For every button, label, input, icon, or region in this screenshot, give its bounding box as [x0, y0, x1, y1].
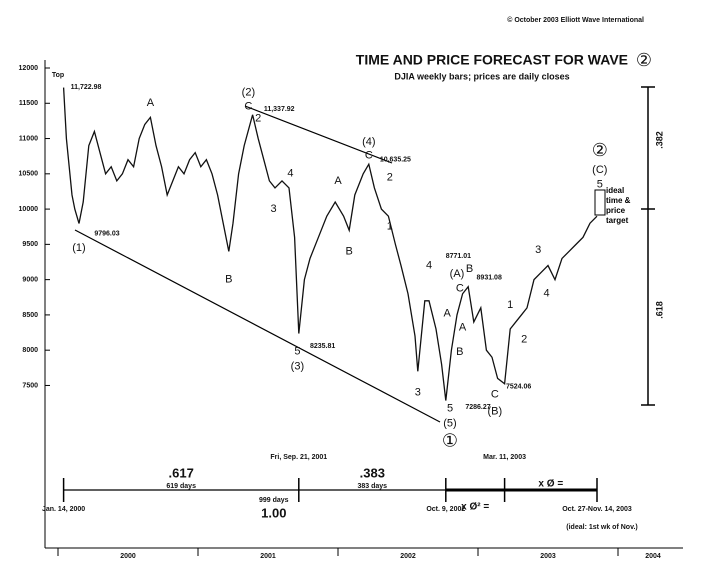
x-tick-label: 2003: [540, 553, 556, 560]
wave-label: 4: [287, 168, 293, 180]
wave-label: B: [456, 346, 463, 358]
wave-label: B: [225, 274, 232, 286]
wave-label: A: [334, 175, 342, 187]
wave-label: 2: [521, 334, 527, 346]
timeline-text: x Ø² =: [461, 502, 489, 513]
wave-label: (4): [362, 136, 375, 148]
wave-label: 4: [544, 288, 550, 300]
wave-label: 1: [387, 221, 393, 233]
timeline-text: 619 days: [166, 483, 196, 490]
target-note-box: ideal time & price target: [606, 186, 631, 225]
wave-label: 10,635.25: [380, 157, 411, 164]
wave-label: 7524.06: [506, 384, 531, 391]
wave-label: (3): [291, 360, 304, 372]
copyright: © October 2003 Elliott Wave Internationa…: [507, 16, 644, 24]
y-tick-label: 12000: [19, 65, 39, 72]
wave-label: 5: [294, 345, 300, 357]
timeline-text: 383 days: [358, 483, 388, 490]
chart-title: TIME AND PRICE FORECAST FOR WAVE: [356, 52, 628, 68]
x-tick-label: 2001: [260, 553, 276, 560]
wave-label: 8235.81: [310, 343, 335, 350]
wave-label: C: [456, 283, 464, 295]
subtitle: DJIA weekly bars; prices are daily close…: [394, 71, 569, 81]
timeline-text: 1.00: [261, 505, 286, 520]
wave-label: 8771.01: [446, 253, 471, 260]
fib-lower: .618: [654, 301, 664, 319]
x-tick-label: 2002: [400, 553, 416, 560]
wave-label: (1): [72, 242, 85, 254]
y-tick-label: 8000: [22, 347, 38, 354]
y-tick-label: 10500: [19, 171, 39, 178]
channel-line: [244, 105, 393, 164]
timeline-text: x Ø =: [538, 479, 563, 490]
wave-label: ①: [442, 431, 458, 451]
wave-label: 1: [507, 299, 513, 311]
y-tick-label: 9500: [22, 241, 38, 248]
wave-label: B: [466, 263, 473, 275]
wave-label: 11,722.98: [71, 84, 102, 91]
fib-upper: .382: [654, 131, 664, 149]
wave-label: 3: [415, 386, 421, 398]
wave-label: A: [147, 97, 155, 109]
wave-label: 4: [426, 259, 432, 271]
wave-label: 2: [255, 113, 261, 125]
wave-label: 11,337.92: [264, 106, 295, 113]
wave-label: 3: [271, 203, 277, 215]
price-line: [62, 87, 598, 401]
timeline-text: .617: [169, 465, 194, 480]
title-mark: ②: [636, 50, 652, 70]
wave-label: (2): [242, 87, 255, 99]
timeline-date: Oct. 27-Nov. 14, 2003: [562, 506, 632, 513]
wave-label: 5: [447, 403, 453, 415]
wave-label: 7286.27: [465, 404, 490, 411]
wave-label: (C): [592, 164, 607, 176]
wave-label: Top: [52, 72, 64, 79]
timeline-text: 999 days: [259, 497, 289, 504]
wave-label: C: [365, 149, 373, 161]
target-note: ideal time & price target: [606, 186, 631, 225]
y-tick-label: 11500: [19, 100, 38, 107]
y-tick-label: 7500: [22, 382, 38, 389]
timeline-text: .383: [360, 465, 385, 480]
target-box: [594, 189, 606, 216]
timeline-date: Jan. 14, 2000: [42, 506, 85, 513]
wave-label: 3: [535, 244, 541, 256]
timeline-date: Fri, Sep. 21, 2001: [270, 454, 327, 461]
timeline-date: Oct. 9, 2002: [426, 506, 465, 513]
y-tick-label: 9000: [22, 276, 38, 283]
wave-label: 8931.08: [477, 274, 502, 281]
wave-label: ②: [592, 140, 608, 160]
wave-label: C: [244, 101, 252, 113]
wave-label: (B): [487, 405, 502, 417]
x-tick-label: 2004: [645, 553, 661, 560]
wave-label: B: [346, 245, 353, 257]
channel-line: [74, 229, 441, 423]
wave-label: 9796.03: [94, 231, 119, 238]
wave-label: 5: [597, 178, 603, 190]
wave-label: A: [444, 307, 452, 319]
wave-label: C: [491, 389, 499, 401]
y-tick-label: 11000: [19, 135, 38, 142]
x-tick-label: 2000: [120, 553, 136, 560]
wave-label: A: [459, 322, 467, 334]
wave-label: 2: [387, 171, 393, 183]
timeline-text: (ideal: 1st wk of Nov.): [566, 524, 637, 531]
y-tick-label: 8500: [22, 312, 38, 319]
y-tick-label: 10000: [19, 206, 39, 213]
timeline-date: Mar. 11, 2003: [483, 454, 526, 461]
wave-label: (A): [450, 268, 465, 280]
wave-label: (5): [443, 417, 456, 429]
